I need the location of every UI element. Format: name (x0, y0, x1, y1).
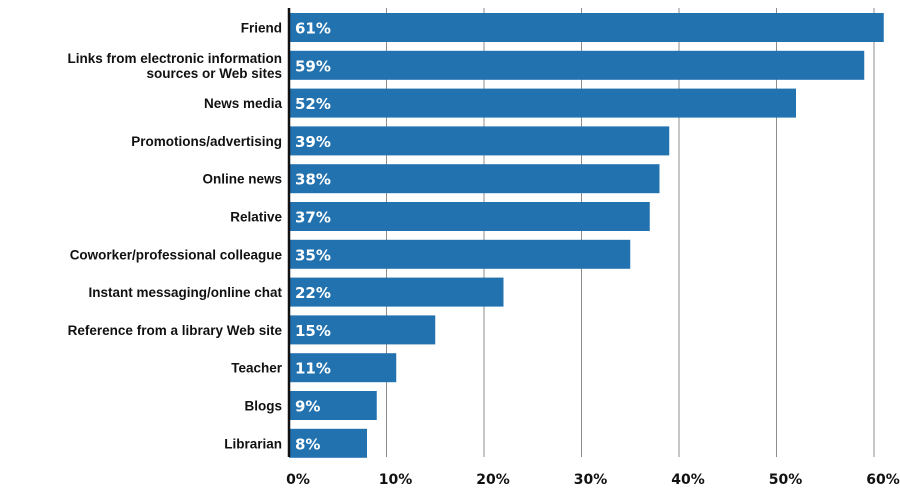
bar-value-label: 22% (295, 284, 331, 302)
bar-value-label: 11% (295, 360, 331, 378)
bar (289, 353, 397, 383)
category-label: Teacher (231, 361, 283, 376)
category-label: Reference from a library Web site (68, 323, 283, 338)
x-tick-label: 10% (379, 472, 413, 488)
category-label: Online news (202, 172, 282, 187)
x-tick-label: 30% (574, 472, 608, 488)
bar (289, 315, 436, 345)
category-label: Relative (230, 210, 282, 225)
bar-value-label: 39% (295, 133, 331, 151)
bar (289, 164, 660, 194)
x-axis-tick-labels: 0% 10% 20% 30% 40% 50% 60% (286, 472, 900, 488)
bar (289, 50, 865, 80)
bars: 61% 59% 52% 39% 38% 37% 35% 22% 15% 11% 9% 8% (289, 13, 884, 458)
bar-value-label: 15% (295, 322, 331, 340)
x-tick-label: 60% (866, 472, 900, 488)
bar (289, 277, 504, 307)
bar (289, 239, 631, 269)
category-label: Librarian (224, 436, 282, 451)
bar-value-label: 35% (295, 246, 331, 264)
category-labels: Friend Links from electronic informations… (67, 21, 282, 452)
x-tick-label: 20% (476, 472, 510, 488)
bar (289, 88, 796, 118)
bar-value-label: 37% (295, 209, 331, 227)
bar-value-label: 52% (295, 95, 331, 113)
x-tick-label: 0% (286, 472, 310, 488)
category-label: Promotions/advertising (131, 134, 282, 149)
category-label: Friend (241, 21, 282, 36)
category-label: Instant messaging/online chat (88, 285, 282, 300)
category-label: Blogs (244, 399, 282, 414)
bar-value-label: 9% (295, 398, 320, 416)
bar-value-label: 59% (295, 57, 331, 75)
bar (289, 13, 884, 42)
category-label: Links from electronic information (67, 51, 282, 66)
bar (289, 391, 377, 420)
category-label: News media (204, 96, 283, 111)
category-label: sources or Web sites (146, 66, 282, 81)
bar-value-label: 38% (295, 171, 331, 189)
bar-value-label: 61% (295, 20, 331, 38)
bar (289, 202, 650, 231)
bar (289, 126, 670, 156)
x-tick-label: 40% (671, 472, 705, 488)
bar-value-label: 8% (295, 435, 320, 453)
x-tick-label: 50% (769, 472, 803, 488)
bar (289, 428, 367, 458)
category-label: Coworker/professional colleague (70, 247, 283, 262)
